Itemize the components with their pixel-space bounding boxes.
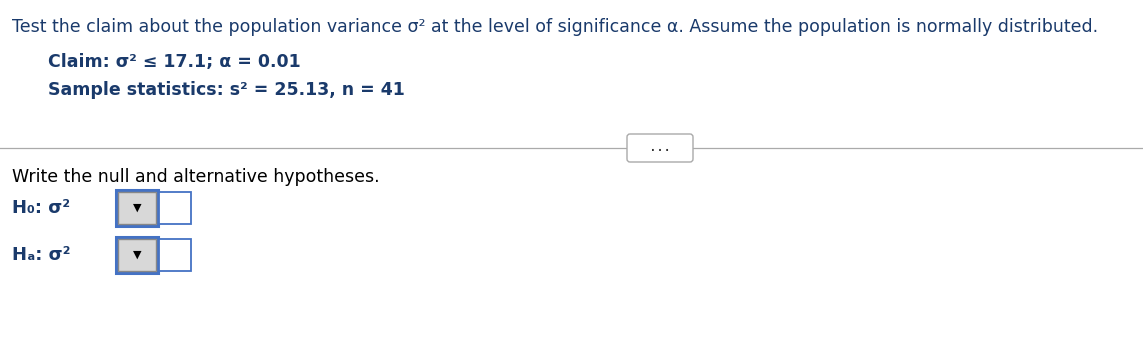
Text: Write the null and alternative hypotheses.: Write the null and alternative hypothese…: [11, 168, 379, 186]
FancyBboxPatch shape: [118, 239, 155, 271]
FancyBboxPatch shape: [118, 192, 155, 224]
Text: H₀: σ²: H₀: σ²: [11, 199, 70, 217]
Text: Test the claim about the population variance σ² at the level of significance α. : Test the claim about the population vari…: [11, 18, 1098, 36]
Text: Hₐ: σ²: Hₐ: σ²: [11, 246, 71, 264]
FancyBboxPatch shape: [628, 134, 693, 162]
Text: Sample statistics: s² = 25.13, n = 41: Sample statistics: s² = 25.13, n = 41: [48, 81, 405, 99]
Text: ▼: ▼: [133, 250, 142, 260]
Text: . . .: . . .: [652, 143, 669, 153]
Text: Claim: σ² ≤ 17.1; α = 0.01: Claim: σ² ≤ 17.1; α = 0.01: [48, 53, 301, 71]
FancyBboxPatch shape: [159, 192, 191, 224]
Text: ▼: ▼: [133, 203, 142, 213]
FancyBboxPatch shape: [159, 239, 191, 271]
